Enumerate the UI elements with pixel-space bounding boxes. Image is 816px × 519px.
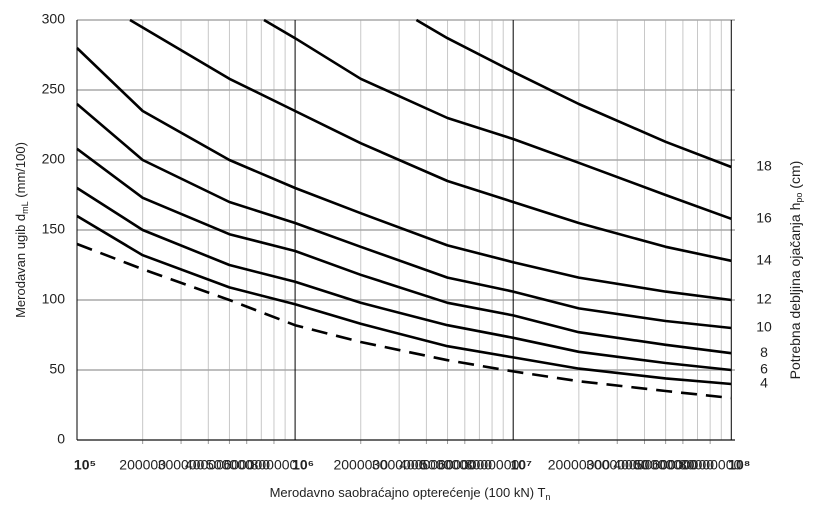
x-tick-label: 800000 — [251, 457, 298, 473]
x-title-part: Merodavno saobraćajno opterećenje (100 k… — [270, 485, 546, 500]
curve — [76, 147, 732, 355]
y-title-sub: mL — [20, 201, 30, 214]
curve-label: 12 — [756, 291, 772, 307]
x-tick-label: 200000 — [119, 457, 166, 473]
curve-label: 10 — [756, 319, 772, 335]
curve — [415, 18, 732, 169]
x-tick-label: 10⁸ — [728, 457, 750, 473]
y-tick-label: 200 — [42, 151, 66, 167]
curve — [129, 18, 732, 263]
x-tick-label: 80000000 — [679, 457, 742, 473]
x-tick-label: 2000000 — [333, 457, 388, 473]
y2-title-sub: po — [794, 193, 804, 203]
y-tick-label: 150 — [42, 221, 66, 237]
curve-label: 16 — [756, 210, 772, 226]
x-title-sub: n — [545, 492, 550, 502]
x-tick-label: 10⁶ — [292, 457, 314, 473]
y-tick-label: 300 — [42, 11, 66, 27]
y2-axis-title: Potrebna debljina ojačanja hpo (cm) — [787, 161, 805, 380]
y-tick-label: 50 — [49, 361, 65, 377]
curve — [76, 186, 732, 372]
x-tick-label: 4000000 — [399, 457, 454, 473]
x-tick-label: 10⁵ — [74, 457, 96, 473]
x-tick-label: 60000000 — [652, 457, 715, 473]
x-tick-label: 600000 — [223, 457, 270, 473]
curve-label: 18 — [756, 158, 772, 174]
curve — [263, 18, 732, 221]
x-tick-label: 30000000 — [586, 457, 649, 473]
x-tick-label: 20000000 — [548, 457, 611, 473]
x-axis-title: Merodavno saobraćajno opterećenje (100 k… — [270, 485, 551, 502]
curve — [76, 214, 732, 386]
grid — [76, 19, 735, 444]
x-tick-label: 40000000 — [613, 457, 676, 473]
x-tick-label: 10⁷ — [511, 457, 533, 473]
y-tick-label: 250 — [42, 81, 66, 97]
y-tick-label: 0 — [57, 431, 65, 447]
curve — [76, 47, 732, 302]
x-tick-label: 300000 — [158, 457, 205, 473]
x-tick-label: 400000 — [185, 457, 232, 473]
x-tick-label: 50000000 — [634, 457, 697, 473]
curve-label: 14 — [756, 252, 772, 268]
curve-label: 8 — [760, 344, 768, 360]
y-tick-label: 100 — [42, 291, 66, 307]
x-tick-label: 5000000 — [420, 457, 475, 473]
y-title-part: Merodavan ugib d — [13, 214, 28, 318]
y2-title-part: Potrebna debljina ojačanja h — [787, 203, 803, 380]
dashed-curve — [76, 242, 732, 400]
y-axis-title: Merodavan ugib dmL (mm/100) — [13, 142, 30, 318]
y2-title-part: (cm) — [787, 161, 803, 193]
curve — [76, 103, 732, 330]
x-tick-label: 6000000 — [438, 457, 493, 473]
x-tick-label: 500000 — [206, 457, 253, 473]
curve-label: 6 — [760, 361, 768, 377]
curve-label: 4 — [760, 375, 768, 391]
x-tick-label: 3000000 — [372, 457, 427, 473]
curves — [76, 18, 732, 400]
y-title-part: (mm/100) — [13, 142, 28, 201]
x-tick-label: 8000000 — [465, 457, 520, 473]
